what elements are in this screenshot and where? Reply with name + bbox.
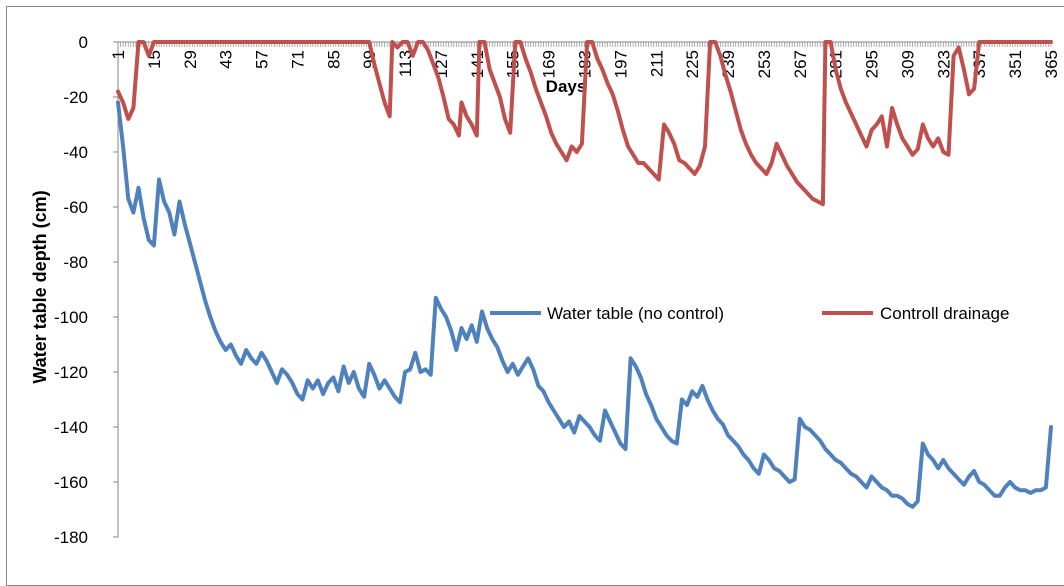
y-axis-title: Water table depth (cm) bbox=[30, 190, 50, 383]
y-tick-label: -100 bbox=[54, 308, 88, 327]
y-tick-label: -60 bbox=[63, 198, 88, 217]
y-tick-label: 0 bbox=[79, 33, 88, 52]
x-tick-label: 295 bbox=[863, 50, 882, 78]
legend: Water table (no control) Controll drainag… bbox=[490, 304, 1009, 323]
x-tick-label: 85 bbox=[324, 50, 343, 69]
x-tick-label: 351 bbox=[1006, 50, 1025, 78]
y-tick-label: -20 bbox=[63, 88, 88, 107]
x-tick-label: 57 bbox=[253, 50, 272, 69]
y-tick-label: -160 bbox=[54, 473, 88, 492]
x-tick-label: 71 bbox=[288, 50, 307, 69]
x-tick-label: 323 bbox=[934, 50, 953, 78]
series-line-0 bbox=[116, 100, 1053, 509]
legend-label-1: Controll drainage bbox=[880, 304, 1009, 323]
x-tick-label: 29 bbox=[181, 50, 200, 69]
x-tick-label: 309 bbox=[898, 50, 917, 78]
series-lines bbox=[116, 40, 1053, 509]
y-tick-label: -40 bbox=[63, 143, 88, 162]
x-tick-label: 197 bbox=[611, 50, 630, 78]
x-tick-label: 169 bbox=[540, 50, 559, 78]
y-tick-label: -180 bbox=[54, 528, 88, 547]
legend-label-0: Water table (no control) bbox=[547, 304, 724, 323]
x-tick-label: 113 bbox=[396, 50, 415, 77]
x-tick-label: 225 bbox=[683, 50, 702, 78]
x-tick-label: 43 bbox=[217, 50, 236, 69]
x-tick-label: 211 bbox=[647, 50, 666, 77]
x-tick-label: 1 bbox=[109, 50, 128, 59]
y-tick-label: -80 bbox=[63, 253, 88, 272]
x-tick-label: 267 bbox=[791, 50, 810, 78]
x-axis-title: Days bbox=[546, 77, 587, 96]
x-tick-label: 253 bbox=[755, 50, 774, 78]
series-line-1 bbox=[116, 40, 1053, 207]
y-tick-label: -140 bbox=[54, 418, 88, 437]
x-tick-label: 365 bbox=[1042, 50, 1061, 78]
y-tick-label: -120 bbox=[54, 363, 88, 382]
